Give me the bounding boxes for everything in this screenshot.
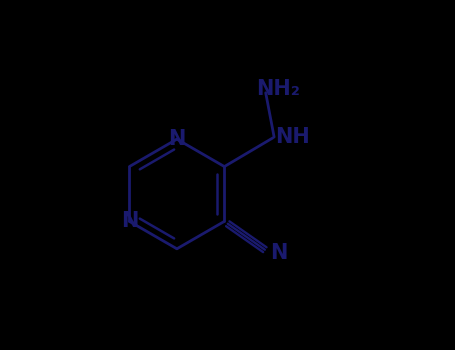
Text: NH₂: NH₂ [257,78,300,99]
Text: N: N [168,129,186,149]
Text: N: N [121,211,138,231]
Text: N: N [270,243,287,263]
Text: NH: NH [275,127,310,147]
